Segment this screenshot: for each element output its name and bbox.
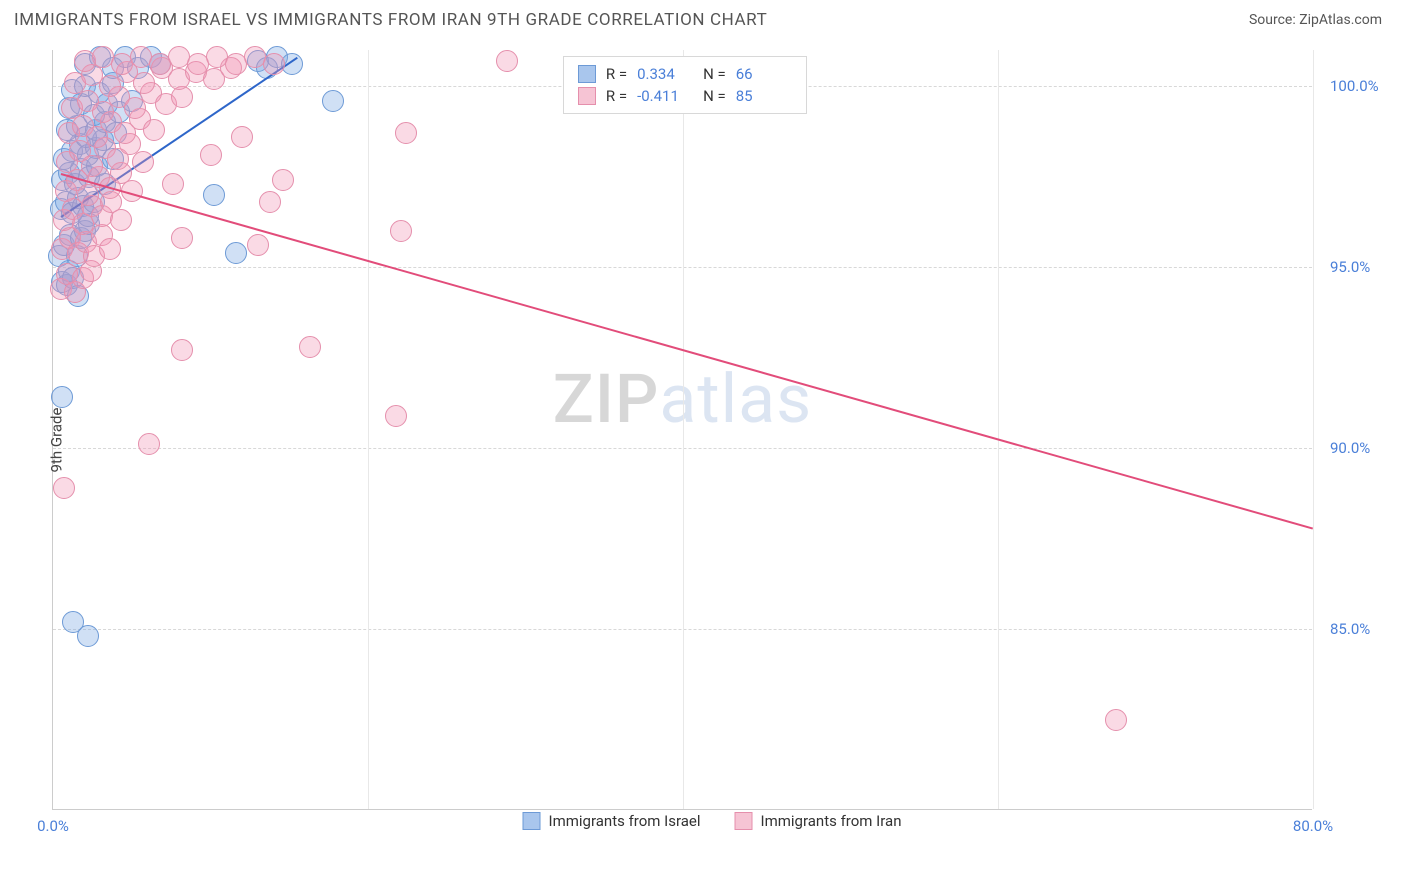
n-label: N =	[703, 65, 726, 83]
scatter-point-iran	[171, 339, 193, 361]
scatter-point-iran	[171, 227, 193, 249]
legend-label-israel: Immigrants from Israel	[549, 812, 701, 830]
trend-line-iran	[61, 173, 1314, 530]
y-tick-label: 95.0%	[1330, 258, 1370, 276]
chart-container: ZIPatlas 85.0%90.0%95.0%100.0%0.0%80.0%R…	[52, 50, 1372, 830]
n-value-israel: 66	[736, 65, 792, 83]
scatter-point-israel	[51, 386, 73, 408]
x-tick-label: 80.0%	[1293, 817, 1333, 835]
scatter-point-iran	[390, 220, 412, 242]
source-name: ZipAtlas.com	[1299, 12, 1382, 28]
legend-swatch-israel	[578, 65, 596, 83]
r-label: R =	[606, 65, 627, 83]
scatter-point-iran	[99, 238, 121, 260]
plot-area: ZIPatlas 85.0%90.0%95.0%100.0%0.0%80.0%R…	[52, 50, 1312, 810]
r-value-iran: -0.411	[637, 87, 693, 105]
scatter-point-iran	[143, 119, 165, 141]
scatter-point-iran	[299, 336, 321, 358]
scatter-point-israel	[225, 242, 247, 264]
legend-swatch-israel	[523, 812, 541, 830]
chart-header: IMMIGRANTS FROM ISRAEL VS IMMIGRANTS FRO…	[0, 0, 1406, 36]
y-tick-label: 85.0%	[1330, 620, 1370, 638]
scatter-point-iran	[247, 234, 269, 256]
scatter-point-israel	[322, 90, 344, 112]
n-label: N =	[703, 87, 726, 105]
n-value-iran: 85	[736, 87, 792, 105]
scatter-point-iran	[53, 477, 75, 499]
r-value-israel: 0.334	[637, 65, 693, 83]
scatter-point-iran	[272, 169, 294, 191]
stats-row-israel: R = 0.334 N = 66	[578, 63, 792, 85]
y-tick-label: 100.0%	[1330, 77, 1379, 95]
r-label: R =	[606, 87, 627, 105]
x-tick-label: 0.0%	[37, 817, 69, 835]
source-prefix: Source:	[1249, 12, 1299, 28]
source-attribution: Source: ZipAtlas.com	[1249, 12, 1382, 28]
scatter-point-iran	[1105, 709, 1127, 731]
watermark-zip: ZIP	[553, 359, 660, 439]
y-axis-label: 9th Grade	[47, 408, 65, 473]
legend-swatch-iran	[735, 812, 753, 830]
scatter-point-iran	[496, 50, 518, 72]
stats-legend: R = 0.334 N = 66 R = -0.411 N = 85	[563, 56, 807, 114]
scatter-point-iran	[231, 126, 253, 148]
legend-item-iran: Immigrants from Iran	[735, 812, 902, 830]
gridline-vertical	[998, 50, 999, 809]
gridline-vertical	[1313, 50, 1314, 809]
scatter-point-iran	[259, 191, 281, 213]
series-legend: Immigrants from Israel Immigrants from Ir…	[523, 812, 902, 830]
scatter-point-israel	[203, 184, 225, 206]
gridline-vertical	[368, 50, 369, 809]
scatter-point-iran	[263, 53, 285, 75]
legend-swatch-iran	[578, 87, 596, 105]
scatter-point-iran	[81, 155, 103, 177]
scatter-point-iran	[132, 151, 154, 173]
y-tick-label: 90.0%	[1330, 439, 1370, 457]
chart-title: IMMIGRANTS FROM ISRAEL VS IMMIGRANTS FRO…	[14, 10, 767, 30]
scatter-point-iran	[200, 144, 222, 166]
scatter-point-iran	[110, 209, 132, 231]
scatter-point-iran	[385, 405, 407, 427]
legend-item-israel: Immigrants from Israel	[523, 812, 701, 830]
stats-row-iran: R = -0.411 N = 85	[578, 85, 792, 107]
gridline-vertical	[683, 50, 684, 809]
legend-label-iran: Immigrants from Iran	[761, 812, 902, 830]
scatter-point-israel	[77, 625, 99, 647]
scatter-point-iran	[162, 173, 184, 195]
scatter-point-iran	[138, 433, 160, 455]
scatter-point-iran	[395, 122, 417, 144]
